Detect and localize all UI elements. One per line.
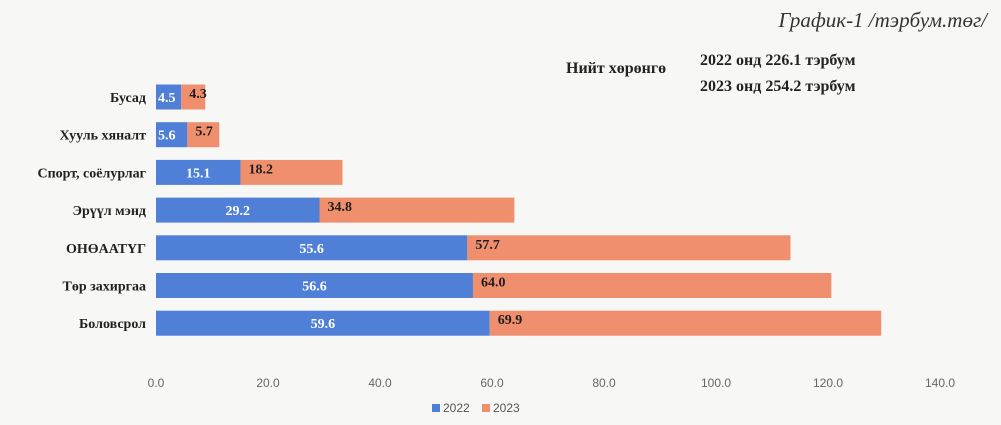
- bar-2023-label: 69.9: [498, 313, 523, 328]
- bar-2022-label: 55.6: [299, 242, 324, 257]
- category-label: Эрүүл мэнд: [72, 204, 146, 219]
- x-tick-label: 100.0: [701, 376, 731, 390]
- bar-2022: [156, 310, 490, 336]
- bar-2022-label: 4.5: [158, 91, 176, 106]
- bar-2023: [489, 310, 882, 336]
- category-label: Бусад: [110, 91, 146, 106]
- category-label: ОНӨААТҮГ: [66, 242, 146, 257]
- category-label: Хууль хяналт: [60, 129, 147, 144]
- x-tick-label: 40.0: [368, 376, 392, 390]
- bar-2023: [319, 197, 515, 223]
- x-tick-label: 0.0: [148, 376, 165, 390]
- category-label: Спорт, соёлурлаг: [37, 166, 146, 181]
- legend-label-2023: 2023: [493, 401, 520, 415]
- bar-2023-label: 5.7: [195, 125, 213, 140]
- bar-2023: [240, 159, 343, 185]
- chart-caption: График-1 /тэрбум.төг/: [778, 8, 987, 32]
- bar-2022: [156, 235, 468, 261]
- legend-swatch-2022: [432, 404, 440, 412]
- total-assets-2022: 2022 онд 226.1 тэрбум: [700, 52, 856, 69]
- bar-2023-label: 34.8: [328, 200, 353, 215]
- bar-2023: [472, 273, 832, 298]
- bar-2023-label: 64.0: [481, 276, 506, 291]
- bar-2022-label: 56.6: [302, 280, 327, 295]
- bar-2023: [187, 122, 220, 148]
- legend-swatch-2023: [482, 404, 490, 412]
- bar-2023-label: 18.2: [249, 162, 274, 177]
- x-tick-label: 80.0: [592, 376, 616, 390]
- x-tick-label: 60.0: [480, 376, 504, 390]
- bar-2022: [156, 159, 241, 185]
- bar-2023-label: 4.3: [189, 87, 207, 102]
- legend-label-2022: 2022: [443, 401, 470, 415]
- x-tick-label: 140.0: [925, 376, 955, 390]
- total-assets-label: Нийт хөрөнгө: [566, 60, 667, 77]
- bar-2023: [181, 84, 206, 110]
- bar-2023-label: 57.7: [475, 238, 500, 253]
- bar-2022-label: 29.2: [226, 204, 251, 219]
- total-assets-2023: 2023 онд 254.2 тэрбум: [700, 78, 856, 95]
- bar-2022-label: 15.1: [186, 166, 211, 181]
- bar-2022-label: 5.6: [158, 129, 176, 144]
- bar-2022: [156, 273, 473, 298]
- x-tick-label: 120.0: [813, 376, 843, 390]
- x-tick-label: 20.0: [256, 376, 280, 390]
- bar-2022: [156, 122, 188, 148]
- category-label: Төр захиргаа: [63, 280, 146, 295]
- bar-2022: [156, 84, 182, 110]
- bar-2023: [467, 235, 791, 261]
- bar-2022-label: 59.6: [311, 317, 336, 332]
- category-label: Боловсрол: [79, 317, 146, 332]
- bar-2022: [156, 197, 320, 223]
